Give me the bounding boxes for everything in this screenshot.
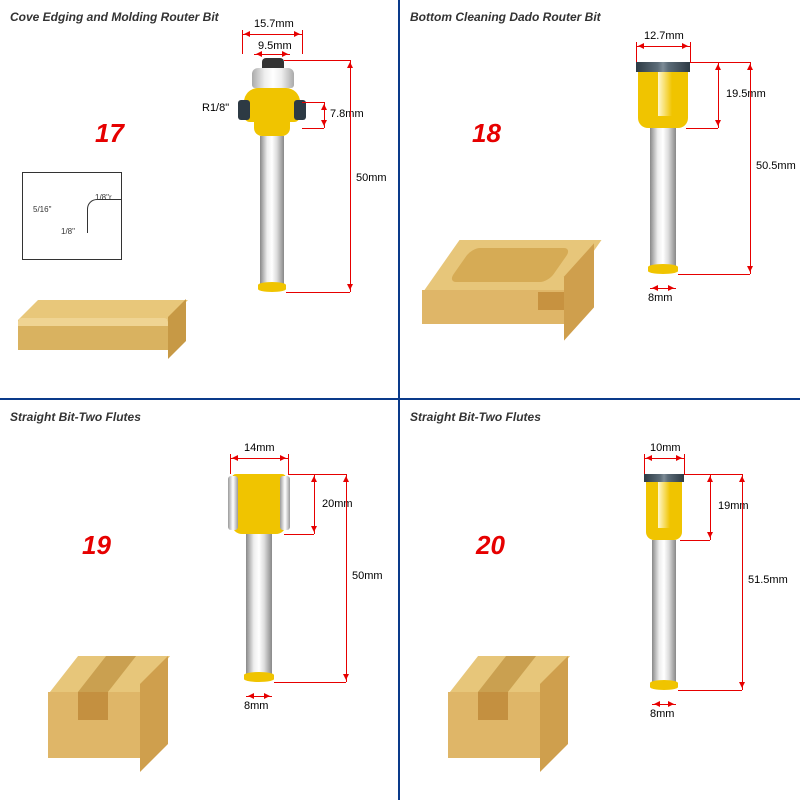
panel-title: Straight Bit-Two Flutes: [10, 410, 141, 424]
wood-sample: [12, 300, 177, 355]
dim-width-top: 15.7mm: [254, 18, 294, 30]
dim-shank-d: 8mm: [650, 708, 674, 720]
dim-total-h: 50mm: [352, 570, 383, 582]
profile-dim-b: 1/8"r: [95, 193, 112, 202]
panel-18: Bottom Cleaning Dado Router Bit 18 12.7m…: [400, 0, 800, 400]
dim-head-h: 7.8mm: [330, 108, 364, 120]
dim-head-h: 19mm: [718, 500, 749, 512]
panel-number: 17: [95, 118, 124, 149]
dim-total-h: 50.5mm: [756, 160, 796, 172]
panel-title: Bottom Cleaning Dado Router Bit: [410, 10, 601, 24]
wood-sample: [418, 240, 588, 335]
dim-shank-d: 8mm: [244, 700, 268, 712]
wood-sample: [44, 656, 166, 766]
panel-number: 20: [476, 530, 505, 561]
panel-title: Straight Bit-Two Flutes: [410, 410, 541, 424]
dim-width-top: 12.7mm: [644, 30, 684, 42]
panel-number: 18: [472, 118, 501, 149]
profile-dim-c: 1/8": [61, 227, 75, 236]
panel-17: Cove Edging and Molding Router Bit 17 5/…: [0, 0, 400, 400]
dim-radius: R1/8": [202, 102, 229, 114]
dim-width-top: 10mm: [650, 442, 681, 454]
profile-diagram: 5/16" 1/8"r 1/8": [22, 172, 122, 260]
panel-title: Cove Edging and Molding Router Bit: [10, 10, 219, 24]
profile-dim-a: 5/16": [33, 205, 51, 214]
dim-head-h: 19.5mm: [726, 88, 766, 100]
wood-sample: [444, 656, 566, 766]
dim-width-top: 14mm: [244, 442, 275, 454]
dim-width-inner: 9.5mm: [258, 40, 292, 52]
catalog-grid: Cove Edging and Molding Router Bit 17 5/…: [0, 0, 800, 800]
dim-total-h: 51.5mm: [748, 574, 788, 586]
dim-shank-d: 8mm: [648, 292, 672, 304]
panel-number: 19: [82, 530, 111, 561]
panel-19: Straight Bit-Two Flutes 19 14mm 20mm 50m…: [0, 400, 400, 800]
dim-total-h: 50mm: [356, 172, 387, 184]
dim-head-h: 20mm: [322, 498, 353, 510]
panel-20: Straight Bit-Two Flutes 20 10mm 19mm 51.…: [400, 400, 800, 800]
